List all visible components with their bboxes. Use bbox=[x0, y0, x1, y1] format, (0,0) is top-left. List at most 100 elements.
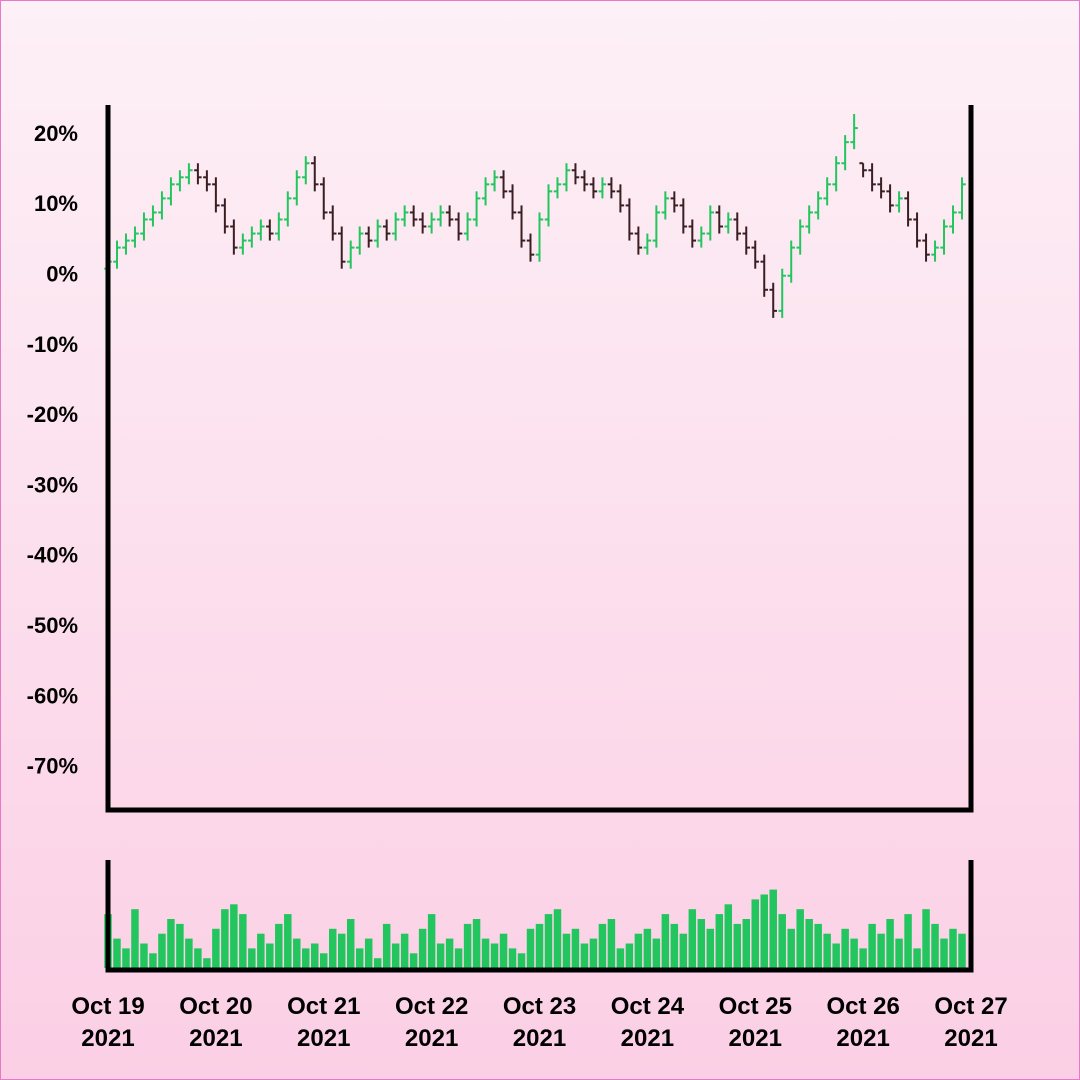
ohlc-bar bbox=[203, 170, 211, 192]
volume-bar bbox=[257, 933, 265, 968]
ohlc-bar bbox=[122, 233, 130, 255]
ohlc-bar bbox=[454, 212, 463, 241]
ohlc-bar bbox=[598, 177, 607, 199]
x-tick-label: Oct 20 2021 bbox=[179, 993, 252, 1052]
ohlc-bar bbox=[697, 226, 706, 248]
volume-bar bbox=[221, 909, 229, 968]
ohlc-bar bbox=[724, 212, 733, 234]
volume-bar bbox=[661, 914, 670, 968]
ohlc-bar bbox=[814, 191, 822, 220]
volume-bar bbox=[113, 938, 121, 968]
volume-bar bbox=[158, 933, 166, 968]
volume-bar bbox=[140, 943, 148, 968]
volume-bar bbox=[427, 914, 436, 968]
volume-bar bbox=[553, 909, 562, 968]
ohlc-bar bbox=[562, 163, 571, 192]
ohlc-bar bbox=[490, 170, 499, 192]
ohlc-bar bbox=[922, 233, 930, 262]
ohlc-bar bbox=[337, 226, 346, 269]
ohlc-bar bbox=[176, 170, 184, 192]
ohlc-bar bbox=[248, 226, 256, 248]
x-tick-label: Oct 19 2021 bbox=[71, 993, 144, 1052]
ohlc-bar bbox=[508, 184, 517, 220]
ohlc-bar bbox=[733, 212, 742, 241]
volume-bar bbox=[796, 909, 804, 968]
volume-bar bbox=[454, 948, 463, 968]
volume-bar bbox=[517, 953, 526, 968]
volume-bar bbox=[643, 928, 652, 968]
ohlc-bar bbox=[535, 212, 544, 262]
y-tick-label: -50% bbox=[27, 613, 78, 638]
volume-bar bbox=[823, 933, 831, 968]
ohlc-bar bbox=[823, 177, 831, 206]
volume-bar bbox=[275, 923, 283, 968]
ohlc-bar bbox=[266, 219, 274, 241]
ohlc-bar bbox=[167, 177, 175, 206]
x-tick-label: Oct 21 2021 bbox=[287, 993, 360, 1052]
volume-bar bbox=[302, 948, 310, 968]
y-tick-label: 0% bbox=[46, 262, 78, 287]
ohlc-bar bbox=[481, 177, 490, 206]
y-tick-label: -60% bbox=[27, 683, 78, 708]
ohlc-bar bbox=[751, 240, 759, 269]
ohlc-bar bbox=[311, 156, 319, 192]
volume-bar bbox=[805, 919, 813, 968]
volume-bar bbox=[751, 899, 759, 968]
ohlc-bar bbox=[688, 219, 697, 248]
volume-bar bbox=[293, 938, 301, 968]
volume-bar bbox=[922, 909, 930, 968]
volume-bar bbox=[185, 938, 193, 968]
ohlc-bar bbox=[499, 170, 508, 199]
x-tick-label: Oct 24 2021 bbox=[611, 993, 685, 1052]
volume-bar bbox=[616, 948, 625, 968]
volume-bar bbox=[266, 943, 274, 968]
y-tick-label: -30% bbox=[27, 472, 78, 497]
ohlc-bar bbox=[895, 191, 903, 213]
volume-bar bbox=[787, 928, 795, 968]
volume-bar bbox=[769, 889, 777, 968]
ohlc-bar bbox=[212, 177, 220, 213]
volume-bar bbox=[589, 938, 598, 968]
ohlc-bar bbox=[239, 233, 247, 255]
volume-bar bbox=[230, 904, 238, 968]
volume-bar bbox=[248, 948, 256, 968]
volume-bar bbox=[841, 928, 849, 968]
ohlc-bar bbox=[679, 198, 688, 234]
volume-bar bbox=[859, 948, 867, 968]
ohlc-bar bbox=[706, 205, 715, 241]
volume-bar bbox=[364, 938, 373, 968]
volume-bar bbox=[373, 958, 382, 968]
ohlc-bar bbox=[463, 212, 472, 241]
ohlc-bar bbox=[230, 219, 238, 255]
ohlc-bar bbox=[850, 114, 858, 150]
ohlc-bar bbox=[625, 198, 634, 241]
ohlc-bar bbox=[553, 177, 562, 199]
volume-bar bbox=[526, 928, 535, 968]
volume-bar bbox=[814, 923, 822, 968]
volume-bar bbox=[679, 933, 688, 968]
ohlc-bar bbox=[787, 240, 795, 283]
volume-bar bbox=[391, 943, 400, 968]
volume-bar bbox=[733, 923, 742, 968]
ohlc-bar bbox=[472, 191, 481, 227]
ohlc-bar bbox=[886, 184, 894, 213]
y-tick-label: 20% bbox=[34, 121, 78, 146]
ohlc-bar bbox=[877, 177, 885, 199]
ohlc-bar bbox=[373, 219, 382, 248]
volume-bar bbox=[355, 948, 364, 968]
ohlc-bar bbox=[526, 233, 535, 262]
ohlc-bar bbox=[571, 163, 580, 185]
ohlc-bar bbox=[382, 219, 391, 241]
ohlc-bar bbox=[149, 205, 157, 227]
volume-bar bbox=[652, 938, 661, 968]
x-tick-label: Oct 27 2021 bbox=[934, 993, 1007, 1052]
volume-bar bbox=[320, 953, 328, 968]
volume-bar bbox=[742, 919, 750, 968]
volume-bar bbox=[778, 914, 786, 968]
ohlc-bar bbox=[418, 212, 427, 234]
volume-bar bbox=[400, 933, 409, 968]
ohlc-bar bbox=[832, 156, 840, 192]
volume-bar bbox=[418, 928, 427, 968]
volume-bar bbox=[382, 923, 391, 968]
volume-bar bbox=[499, 933, 508, 968]
